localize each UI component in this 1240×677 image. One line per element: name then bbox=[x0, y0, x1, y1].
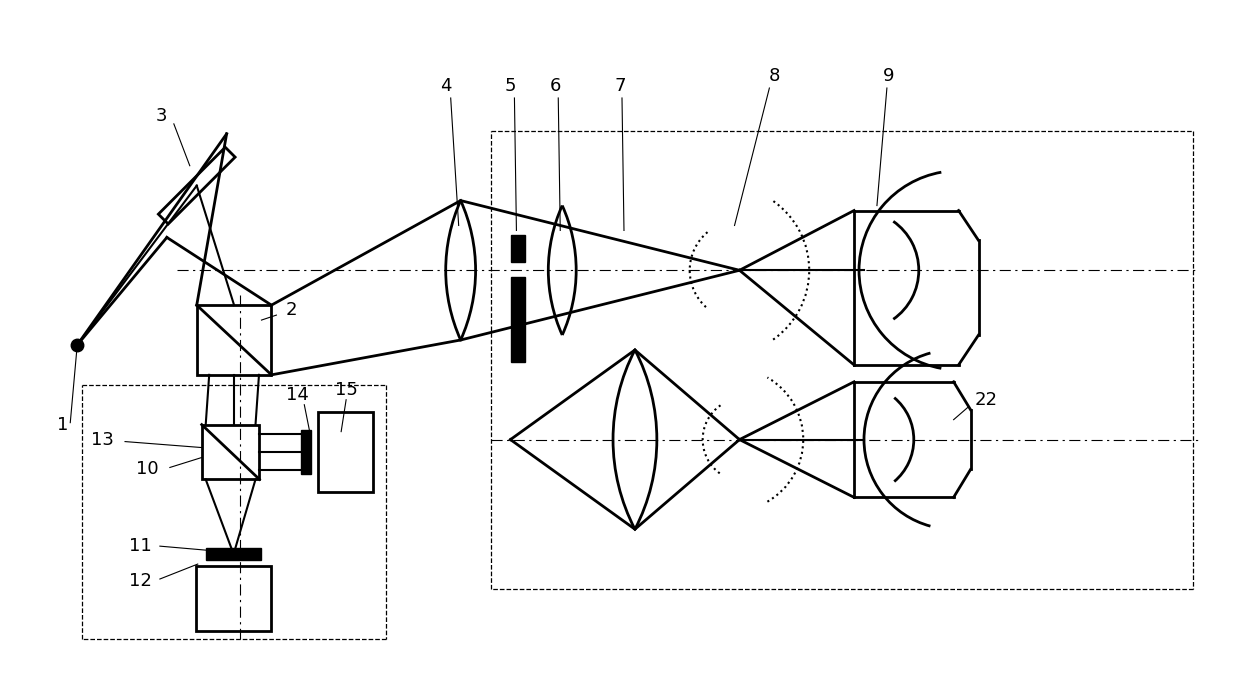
Bar bbox=[197, 305, 272, 375]
Text: 4: 4 bbox=[440, 77, 451, 95]
Text: 1: 1 bbox=[57, 416, 68, 434]
Bar bbox=[319, 412, 373, 492]
Text: 22: 22 bbox=[975, 391, 998, 409]
Bar bbox=[511, 278, 526, 362]
Text: 9: 9 bbox=[883, 67, 894, 85]
Text: 10: 10 bbox=[135, 460, 159, 479]
Text: 2: 2 bbox=[285, 301, 298, 319]
Text: 8: 8 bbox=[769, 67, 780, 85]
Text: 3: 3 bbox=[156, 107, 167, 125]
Bar bbox=[301, 430, 311, 474]
Bar bbox=[511, 236, 526, 262]
Text: 15: 15 bbox=[335, 380, 357, 399]
Text: 6: 6 bbox=[549, 77, 560, 95]
Bar bbox=[202, 424, 259, 479]
Text: 13: 13 bbox=[91, 431, 114, 449]
Bar bbox=[206, 548, 262, 560]
Text: 5: 5 bbox=[505, 77, 516, 95]
Text: 7: 7 bbox=[614, 77, 626, 95]
Bar bbox=[196, 566, 272, 631]
Text: 11: 11 bbox=[129, 537, 151, 555]
Text: 12: 12 bbox=[129, 572, 151, 590]
Text: 14: 14 bbox=[286, 386, 309, 403]
